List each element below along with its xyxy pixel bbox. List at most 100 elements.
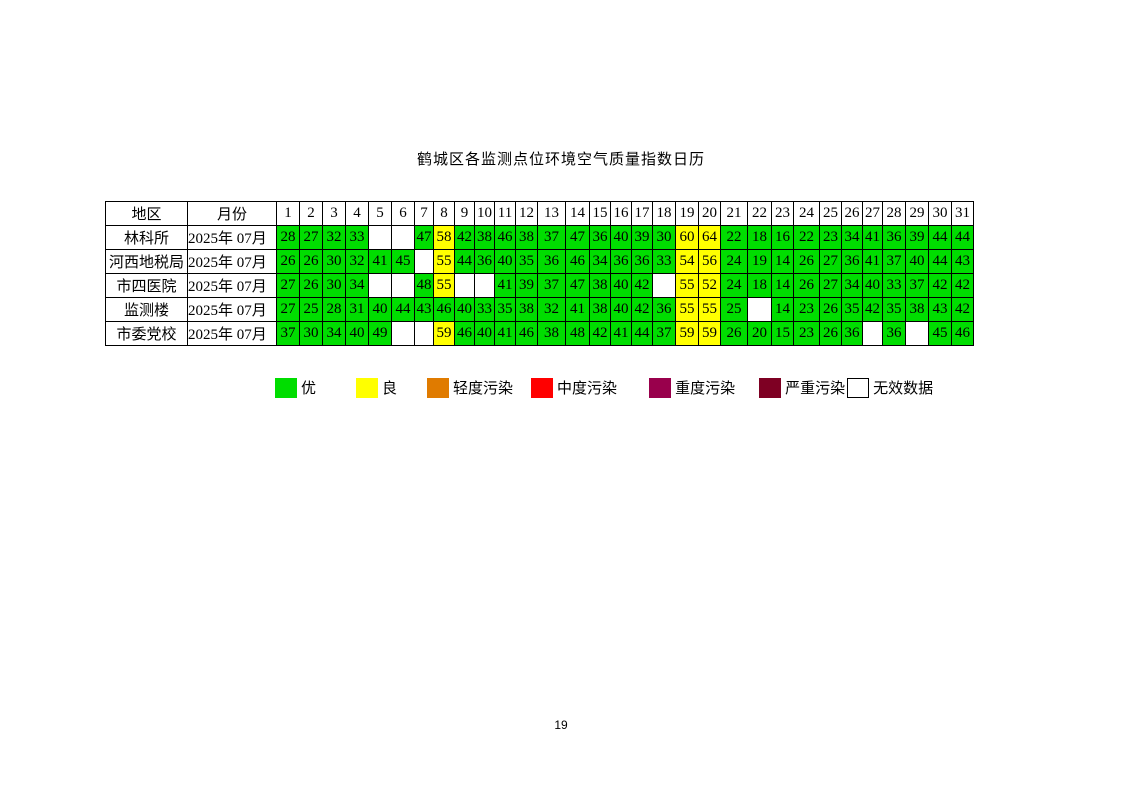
aqi-cell: 23 (819, 225, 842, 250)
aqi-cell: 38 (589, 297, 611, 322)
aqi-cell: 43 (951, 249, 974, 274)
header-day: 25 (819, 201, 842, 226)
aqi-cell: 32 (322, 225, 346, 250)
table-row: 河西地税局 2025年 07月 26 26 30 32 41 45 55 44 36 40 35 36 46… (105, 249, 974, 274)
header-day: 13 (537, 201, 566, 226)
aqi-cell: 39 (631, 225, 653, 250)
aqi-cell: 20 (747, 321, 772, 346)
aqi-cell: 30 (322, 249, 346, 274)
aqi-cell: 41 (494, 273, 516, 298)
header-day: 12 (515, 201, 538, 226)
aqi-cell: 28 (322, 297, 346, 322)
legend-item: 重度污染 (649, 377, 735, 398)
aqi-cell: 55 (433, 249, 455, 274)
legend-swatch (275, 377, 297, 398)
aqi-cell: 22 (720, 225, 748, 250)
aqi-cell: 42 (631, 273, 653, 298)
aqi-cell: 36 (652, 297, 676, 322)
aqi-cell: 40 (905, 249, 929, 274)
aqi-cell: 38 (515, 297, 538, 322)
header-day: 15 (589, 201, 611, 226)
table-row: 市委党校 2025年 07月 37 30 34 40 49 59 46 40 41 46 38 48 42 4… (105, 321, 974, 346)
aqi-cell: 40 (862, 273, 883, 298)
aqi-cell: 42 (951, 273, 974, 298)
header-day: 6 (391, 201, 415, 226)
aqi-cell: 26 (276, 249, 300, 274)
aqi-cell (368, 273, 392, 298)
aqi-cell: 36 (841, 249, 863, 274)
aqi-cell: 55 (675, 273, 699, 298)
aqi-cell: 46 (515, 321, 538, 346)
aqi-cell: 64 (698, 225, 721, 250)
aqi-cell (905, 321, 929, 346)
aqi-cell: 55 (698, 297, 721, 322)
aqi-cell: 36 (610, 249, 632, 274)
aqi-cell: 38 (905, 297, 929, 322)
header-day: 22 (747, 201, 772, 226)
aqi-cell: 23 (793, 321, 820, 346)
aqi-cell: 42 (454, 225, 475, 250)
aqi-cell: 40 (494, 249, 516, 274)
aqi-cell: 38 (589, 273, 611, 298)
header-day: 9 (454, 201, 475, 226)
aqi-cell (391, 321, 415, 346)
aqi-cell: 27 (299, 225, 323, 250)
aqi-cell: 38 (537, 321, 566, 346)
aqi-cell: 35 (882, 297, 906, 322)
aqi-cell: 48 (414, 273, 434, 298)
aqi-cell: 36 (841, 321, 863, 346)
aqi-cell: 41 (368, 249, 392, 274)
header-month: 月份 (187, 201, 277, 226)
aqi-cell: 42 (928, 273, 952, 298)
aqi-cell: 27 (819, 273, 842, 298)
aqi-cell: 23 (793, 297, 820, 322)
aqi-cell: 41 (862, 249, 883, 274)
header-region: 地区 (105, 201, 188, 226)
aqi-cell: 40 (610, 297, 632, 322)
aqi-cell: 44 (454, 249, 475, 274)
aqi-cell: 38 (474, 225, 495, 250)
legend-label: 无效数据 (873, 379, 934, 397)
aqi-cell: 45 (391, 249, 415, 274)
legend-item: 中度污染 (531, 377, 617, 398)
aqi-cell (652, 273, 676, 298)
aqi-cell: 44 (928, 249, 952, 274)
aqi-cell: 39 (515, 273, 538, 298)
aqi-cell: 26 (299, 249, 323, 274)
aqi-cell: 40 (474, 321, 495, 346)
aqi-cell (747, 297, 772, 322)
legend-item: 优 (275, 377, 316, 398)
aqi-cell: 43 (414, 297, 434, 322)
aqi-cell: 42 (631, 297, 653, 322)
aqi-cell: 47 (414, 225, 434, 250)
aqi-cell: 30 (299, 321, 323, 346)
month-cell: 2025年 07月 (187, 297, 277, 322)
aqi-cell: 24 (720, 273, 748, 298)
legend-item: 无效数据 (847, 377, 933, 398)
aqi-cell: 36 (474, 249, 495, 274)
legend-item: 良 (356, 377, 397, 398)
legend-swatch (531, 377, 554, 398)
header-day: 20 (698, 201, 721, 226)
aqi-cell: 18 (747, 225, 772, 250)
region-cell: 监测楼 (105, 297, 188, 322)
aqi-cell: 59 (698, 321, 721, 346)
aqi-cell: 36 (631, 249, 653, 274)
legend: 优 良 轻度污染 中度污染 重度污染 严重污染 无效数据 (275, 377, 933, 398)
aqi-cell: 25 (299, 297, 323, 322)
aqi-cell: 42 (862, 297, 883, 322)
header-day: 7 (414, 201, 434, 226)
aqi-cell: 37 (537, 273, 566, 298)
legend-swatch (356, 377, 379, 398)
aqi-cell: 33 (882, 273, 906, 298)
header-day: 19 (675, 201, 699, 226)
aqi-cell: 44 (631, 321, 653, 346)
aqi-cell: 41 (494, 321, 516, 346)
aqi-cell: 22 (793, 225, 820, 250)
header-day: 29 (905, 201, 929, 226)
aqi-cell: 14 (771, 249, 794, 274)
aqi-cell: 37 (276, 321, 300, 346)
table-row: 林科所 2025年 07月 28 27 32 33 47 58 42 38 46 38 37 47 36 40… (105, 225, 974, 250)
aqi-cell: 16 (771, 225, 794, 250)
aqi-cell: 46 (951, 321, 974, 346)
